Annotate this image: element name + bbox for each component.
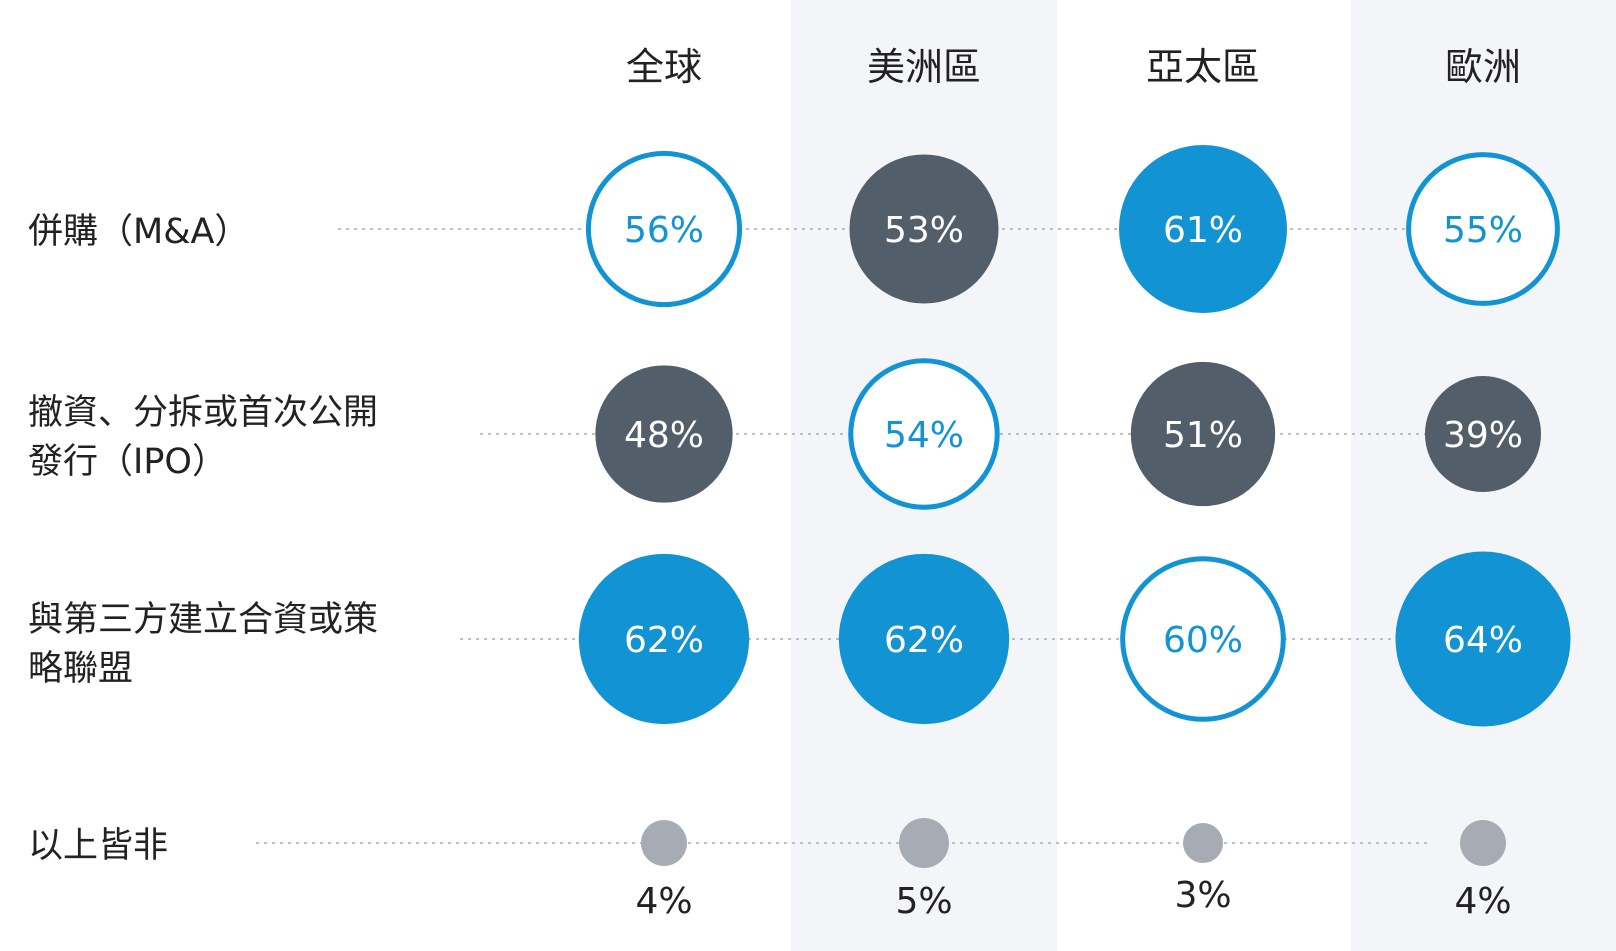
value-label-r4-c4: 4% xyxy=(1454,881,1511,922)
value-label-r1-c3: 61% xyxy=(1163,210,1243,251)
bubble-r4-c3 xyxy=(1183,823,1223,863)
bubble-r1-c4 xyxy=(1406,152,1560,306)
bubble-r3-c2 xyxy=(838,553,1010,725)
value-label-r2-c1: 48% xyxy=(624,415,704,456)
value-label-r3-c1: 62% xyxy=(624,620,704,661)
bubble-r2-c2 xyxy=(848,358,1000,510)
column-header-4: 歐洲 xyxy=(1445,45,1521,89)
value-label-r4-c2: 5% xyxy=(895,881,952,922)
column-header-2: 美洲區 xyxy=(867,45,981,89)
value-label-r2-c4: 39% xyxy=(1443,415,1523,456)
row-label-3-line-2: 略聯盟 xyxy=(28,649,133,689)
value-label-r3-c2: 62% xyxy=(884,620,964,661)
row-label-4-line-1: 以上皆非 xyxy=(28,826,168,866)
bubble-r4-c2 xyxy=(899,818,949,868)
bubble-marks: 56% 53% 61% 55% 48% 54% 51% 39% 62% 62% 60% 64% 4% 5%… xyxy=(578,145,1571,922)
value-label-r4-c3: 3% xyxy=(1174,875,1231,916)
value-label-r3-c4: 64% xyxy=(1443,620,1523,661)
bubble-r1-c2 xyxy=(849,154,999,304)
bubble-r2-c3 xyxy=(1130,361,1276,507)
value-label-r1-c4: 55% xyxy=(1443,210,1523,251)
value-label-r4-c1: 4% xyxy=(635,881,692,922)
value-label-r2-c3: 51% xyxy=(1163,415,1243,456)
row-label-3-line-1: 與第三方建立合資或策 xyxy=(28,600,378,640)
bubble-r4-c1 xyxy=(641,820,687,866)
row-label-1-line-1: 併購（M&A） xyxy=(28,212,249,252)
bubble-r3-c4 xyxy=(1395,551,1571,727)
column-header-3: 亞太區 xyxy=(1146,45,1260,89)
row-label-2-line-2: 發行（IPO） xyxy=(28,442,227,482)
bubble-r3-c3 xyxy=(1120,556,1286,722)
row-label-2-line-1: 撤資、分拆或首次公開 xyxy=(28,393,378,433)
bubble-r1-c1 xyxy=(585,150,743,308)
bubble-r3-c1 xyxy=(578,553,750,725)
value-label-r2-c2: 54% xyxy=(884,415,964,456)
column-header-1: 全球 xyxy=(626,45,702,89)
bubble-r2-c1 xyxy=(595,365,733,503)
bubble-r2-c4 xyxy=(1424,375,1542,493)
bubble-r1-c3 xyxy=(1119,145,1287,313)
column-headers: 全球 美洲區 亞太區 歐洲 xyxy=(626,45,1521,89)
value-label-r3-c3: 60% xyxy=(1163,620,1243,661)
value-label-r1-c2: 53% xyxy=(884,210,964,251)
bubble-r4-c4 xyxy=(1460,820,1506,866)
value-label-r1-c1: 56% xyxy=(624,210,704,251)
